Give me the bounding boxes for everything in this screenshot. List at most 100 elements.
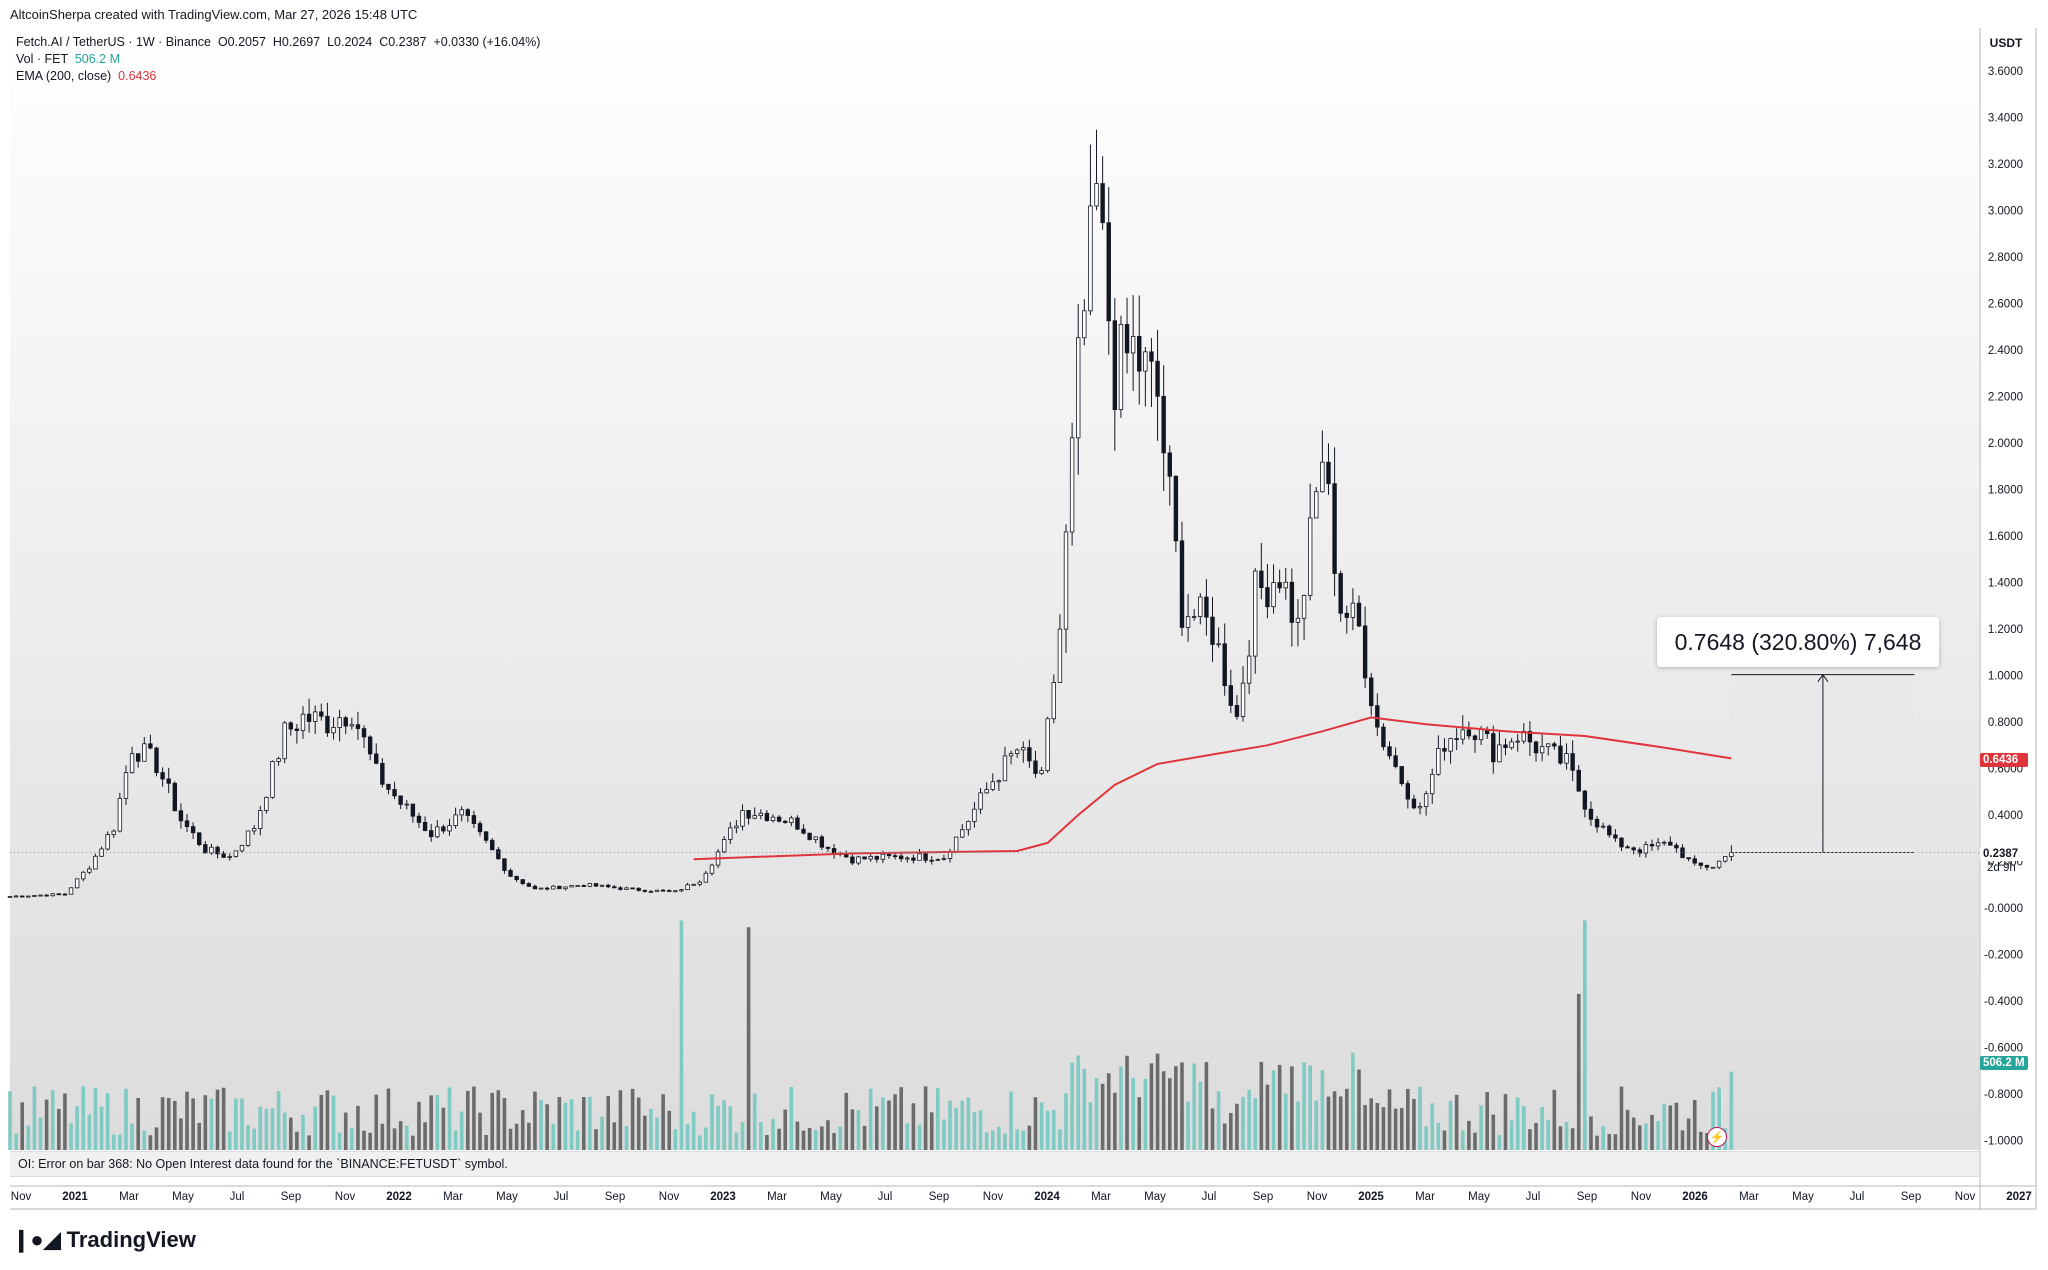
candle-body bbox=[1149, 351, 1154, 362]
candle-body bbox=[276, 758, 281, 762]
candle-body bbox=[38, 894, 43, 897]
candle-body bbox=[1631, 847, 1636, 851]
candle-body bbox=[1362, 625, 1368, 679]
measure-label[interactable]: 0.7648 (320.80%) 7,648 bbox=[1657, 617, 1939, 667]
volume-bar bbox=[472, 1086, 476, 1150]
candle bbox=[1539, 734, 1545, 762]
candle bbox=[1417, 802, 1423, 815]
time-tick-label: May bbox=[496, 1191, 518, 1203]
candle bbox=[685, 882, 690, 891]
volume-bar bbox=[746, 927, 751, 1150]
candle bbox=[532, 884, 538, 890]
volume-bar bbox=[1503, 1094, 1508, 1150]
volume-bar bbox=[1247, 1089, 1251, 1150]
candle bbox=[746, 810, 751, 825]
candle-body bbox=[1082, 310, 1087, 339]
candle-body bbox=[984, 789, 989, 794]
candle bbox=[868, 853, 873, 862]
price-tick-label: 3.2000 bbox=[1988, 159, 2023, 171]
candle-body bbox=[1271, 582, 1276, 608]
candle bbox=[203, 841, 208, 854]
volume-bar bbox=[661, 1094, 665, 1150]
time-axis: Nov 2021 Mar May Jul Sep Nov 2022 Mar May Jul Sep No… bbox=[11, 1191, 2032, 1203]
candle-body bbox=[233, 850, 239, 857]
candle-body bbox=[1259, 570, 1264, 588]
candle bbox=[471, 810, 477, 829]
candle-body bbox=[99, 848, 104, 857]
candle bbox=[1069, 422, 1075, 546]
candle bbox=[392, 781, 397, 800]
candle-body bbox=[630, 887, 635, 890]
candle bbox=[93, 853, 98, 870]
candle-body bbox=[636, 887, 641, 891]
candle-body bbox=[1222, 643, 1227, 687]
candle bbox=[87, 866, 92, 875]
candle bbox=[1222, 623, 1227, 696]
volume-legend: Vol · FET 506.2 M bbox=[16, 51, 540, 68]
candle-body bbox=[496, 849, 501, 860]
candle bbox=[1393, 747, 1398, 769]
measure-tool bbox=[1731, 673, 1915, 854]
volume-bar bbox=[1558, 1126, 1563, 1150]
candle-body bbox=[361, 728, 367, 738]
candle-body bbox=[1204, 596, 1209, 618]
price-tick-label: 2.0000 bbox=[1988, 438, 2023, 450]
volume-bar bbox=[1100, 1083, 1105, 1150]
volume-bar bbox=[691, 1111, 696, 1150]
price-axis-unit[interactable]: USDT bbox=[1989, 36, 2023, 50]
volume-bar bbox=[38, 1117, 43, 1150]
candle-body bbox=[300, 713, 306, 731]
candle-body bbox=[1100, 183, 1105, 224]
candle-body bbox=[898, 855, 904, 860]
candle bbox=[184, 814, 190, 833]
candle bbox=[563, 886, 568, 891]
volume-bar bbox=[282, 1112, 287, 1150]
candle bbox=[62, 893, 68, 896]
candle-body bbox=[178, 810, 184, 822]
volume-bar bbox=[606, 1095, 610, 1150]
candle-body bbox=[624, 887, 629, 890]
volume-bar bbox=[173, 1100, 177, 1150]
candle bbox=[44, 894, 49, 897]
candle-body bbox=[81, 871, 86, 880]
candle-body bbox=[1094, 183, 1099, 207]
candlesticks bbox=[7, 129, 1734, 898]
candle-body bbox=[685, 884, 690, 891]
candle bbox=[673, 890, 678, 893]
candle bbox=[874, 855, 879, 863]
volume-bar bbox=[179, 1118, 183, 1150]
tradingview-logo[interactable]: ❙●◢ TradingView bbox=[12, 1227, 196, 1253]
candle bbox=[81, 871, 86, 882]
candle-body bbox=[258, 810, 263, 829]
bar-countdown: 2d 9h bbox=[1987, 862, 2016, 874]
candle bbox=[1191, 608, 1197, 621]
candle-body bbox=[105, 834, 110, 850]
candle bbox=[1710, 866, 1716, 869]
candle bbox=[807, 832, 812, 841]
candle bbox=[770, 814, 776, 823]
indicator-error-bar: OI: Error on bar 368: No Open Interest d… bbox=[10, 1151, 1979, 1177]
candle-body bbox=[514, 875, 519, 881]
candle-body bbox=[1503, 744, 1508, 749]
volume-bar bbox=[697, 1135, 702, 1150]
candle bbox=[349, 717, 355, 730]
candle-body bbox=[1607, 825, 1612, 836]
candle bbox=[398, 795, 403, 810]
price-tick-label: -1.0000 bbox=[1984, 1136, 2023, 1148]
candle bbox=[728, 822, 733, 845]
volume-bar bbox=[343, 1112, 348, 1150]
chart-legend: Fetch.AI / TetherUS · 1W · Binance O0.20… bbox=[16, 34, 540, 85]
price-tick-label: 2.2000 bbox=[1988, 392, 2023, 404]
lightning-icon[interactable]: ⚡ bbox=[1707, 1127, 1727, 1147]
candle bbox=[1387, 741, 1392, 760]
candle bbox=[367, 735, 373, 761]
candle-body bbox=[776, 816, 782, 822]
candle-body bbox=[1521, 730, 1527, 742]
candle-body bbox=[1478, 729, 1484, 741]
candle bbox=[1588, 801, 1594, 826]
candle bbox=[361, 725, 367, 749]
volume-bar bbox=[441, 1107, 446, 1150]
candle bbox=[703, 870, 709, 883]
volume-bar bbox=[1589, 1116, 1593, 1150]
